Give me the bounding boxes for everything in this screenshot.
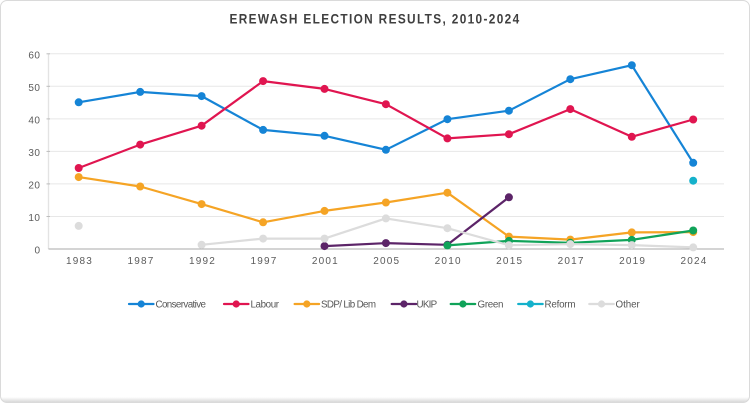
svg-text:UKIP: UKIP: [417, 299, 438, 310]
svg-text:10: 10: [28, 213, 40, 224]
svg-text:2017: 2017: [558, 256, 585, 267]
svg-text:2010: 2010: [435, 256, 462, 267]
svg-text:Green: Green: [478, 299, 504, 310]
svg-text:2024: 2024: [680, 256, 707, 267]
svg-text:2001: 2001: [312, 256, 339, 267]
svg-text:Labour: Labour: [251, 299, 280, 310]
svg-text:2019: 2019: [619, 256, 646, 267]
svg-text:0: 0: [34, 246, 40, 257]
svg-text:30: 30: [28, 148, 40, 159]
svg-text:EREWASH ELECTION RESULTS, 2010: EREWASH ELECTION RESULTS, 2010-2024: [230, 10, 521, 26]
svg-text:Other: Other: [616, 299, 641, 310]
svg-text:2015: 2015: [496, 256, 523, 267]
svg-text:40: 40: [28, 115, 40, 126]
svg-text:20: 20: [28, 180, 40, 191]
svg-text:1992: 1992: [189, 256, 216, 267]
svg-text:60: 60: [28, 50, 40, 61]
svg-text:1997: 1997: [250, 256, 277, 267]
svg-text:1987: 1987: [127, 256, 154, 267]
svg-text:2005: 2005: [373, 256, 400, 267]
svg-text:Reform: Reform: [545, 299, 576, 310]
svg-text:50: 50: [28, 83, 40, 94]
svg-text:1983: 1983: [66, 256, 93, 267]
svg-text:SDP/ Lib Dem: SDP/ Lib Dem: [321, 299, 376, 310]
svg-text:Conservative: Conservative: [156, 299, 207, 310]
